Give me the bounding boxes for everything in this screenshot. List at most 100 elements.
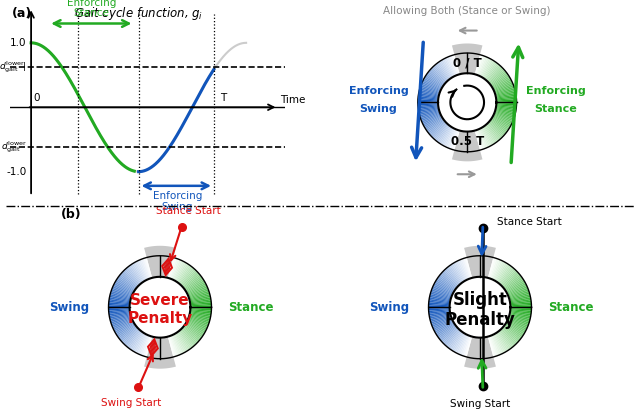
Polygon shape bbox=[109, 313, 131, 319]
Polygon shape bbox=[173, 334, 184, 353]
Polygon shape bbox=[431, 316, 451, 324]
Polygon shape bbox=[181, 329, 196, 345]
Polygon shape bbox=[477, 130, 486, 149]
Polygon shape bbox=[137, 260, 147, 280]
Polygon shape bbox=[429, 310, 450, 314]
Polygon shape bbox=[451, 130, 459, 150]
Text: $d_\mathrm{gait}^\mathrm{lower}$: $d_\mathrm{gait}^\mathrm{lower}$ bbox=[1, 140, 27, 155]
Polygon shape bbox=[426, 119, 444, 131]
Polygon shape bbox=[510, 311, 531, 316]
Polygon shape bbox=[120, 273, 137, 288]
Polygon shape bbox=[453, 55, 460, 74]
Text: Time: Time bbox=[280, 95, 306, 105]
Polygon shape bbox=[134, 262, 146, 281]
Polygon shape bbox=[476, 55, 483, 75]
Polygon shape bbox=[508, 318, 528, 327]
Polygon shape bbox=[483, 127, 495, 144]
Polygon shape bbox=[493, 334, 503, 354]
Polygon shape bbox=[501, 329, 516, 345]
Polygon shape bbox=[509, 296, 531, 301]
Polygon shape bbox=[180, 329, 195, 346]
Polygon shape bbox=[446, 268, 461, 284]
Polygon shape bbox=[485, 125, 499, 142]
Polygon shape bbox=[109, 307, 129, 309]
Polygon shape bbox=[454, 262, 466, 281]
Polygon shape bbox=[191, 307, 211, 309]
Polygon shape bbox=[190, 297, 211, 302]
Polygon shape bbox=[183, 273, 200, 288]
Polygon shape bbox=[115, 280, 134, 292]
Polygon shape bbox=[460, 259, 469, 279]
Polygon shape bbox=[188, 286, 207, 296]
Polygon shape bbox=[113, 285, 132, 295]
Polygon shape bbox=[506, 321, 525, 333]
Polygon shape bbox=[508, 317, 529, 325]
Polygon shape bbox=[182, 327, 198, 342]
Polygon shape bbox=[432, 123, 447, 138]
Polygon shape bbox=[497, 103, 516, 106]
Polygon shape bbox=[189, 316, 209, 324]
Polygon shape bbox=[429, 299, 450, 303]
Polygon shape bbox=[189, 292, 210, 299]
Polygon shape bbox=[492, 260, 501, 280]
Polygon shape bbox=[171, 335, 180, 355]
Polygon shape bbox=[169, 336, 177, 357]
Polygon shape bbox=[122, 272, 138, 287]
Polygon shape bbox=[430, 69, 446, 83]
Polygon shape bbox=[483, 61, 496, 79]
Polygon shape bbox=[510, 308, 531, 311]
Polygon shape bbox=[420, 112, 440, 120]
Polygon shape bbox=[444, 58, 454, 76]
Polygon shape bbox=[139, 260, 148, 280]
Polygon shape bbox=[502, 272, 518, 287]
Polygon shape bbox=[422, 115, 441, 124]
Polygon shape bbox=[183, 326, 200, 341]
Polygon shape bbox=[418, 94, 438, 99]
Polygon shape bbox=[186, 281, 205, 293]
Polygon shape bbox=[435, 322, 454, 334]
Polygon shape bbox=[444, 270, 459, 286]
Polygon shape bbox=[508, 288, 528, 296]
Polygon shape bbox=[506, 280, 525, 292]
Polygon shape bbox=[418, 106, 438, 110]
Text: Swing: Swing bbox=[49, 301, 90, 314]
Polygon shape bbox=[475, 55, 481, 74]
Polygon shape bbox=[188, 288, 208, 296]
Polygon shape bbox=[508, 286, 527, 296]
Polygon shape bbox=[424, 116, 442, 127]
Polygon shape bbox=[109, 306, 129, 307]
Polygon shape bbox=[484, 62, 497, 79]
Polygon shape bbox=[186, 323, 204, 336]
Polygon shape bbox=[435, 281, 454, 293]
Polygon shape bbox=[453, 130, 460, 150]
Polygon shape bbox=[433, 319, 452, 329]
Polygon shape bbox=[175, 333, 187, 352]
Polygon shape bbox=[189, 314, 210, 321]
Polygon shape bbox=[119, 275, 136, 289]
Polygon shape bbox=[109, 296, 131, 301]
Polygon shape bbox=[420, 87, 440, 94]
Polygon shape bbox=[179, 330, 194, 347]
Polygon shape bbox=[498, 331, 511, 349]
Polygon shape bbox=[420, 111, 440, 118]
Polygon shape bbox=[494, 113, 513, 121]
Polygon shape bbox=[418, 103, 438, 106]
Text: Enforcing: Enforcing bbox=[526, 86, 586, 96]
Polygon shape bbox=[111, 291, 131, 298]
Polygon shape bbox=[497, 99, 516, 102]
Polygon shape bbox=[126, 330, 141, 347]
Text: (a): (a) bbox=[12, 8, 32, 20]
Polygon shape bbox=[454, 334, 466, 353]
Polygon shape bbox=[488, 67, 503, 82]
Polygon shape bbox=[431, 291, 451, 298]
Polygon shape bbox=[125, 329, 140, 346]
Polygon shape bbox=[131, 263, 144, 282]
Circle shape bbox=[449, 277, 511, 338]
Polygon shape bbox=[110, 292, 131, 299]
Polygon shape bbox=[495, 88, 515, 95]
Polygon shape bbox=[144, 246, 176, 278]
Polygon shape bbox=[496, 106, 516, 110]
Polygon shape bbox=[434, 321, 453, 331]
Polygon shape bbox=[496, 96, 516, 99]
Polygon shape bbox=[419, 108, 439, 114]
